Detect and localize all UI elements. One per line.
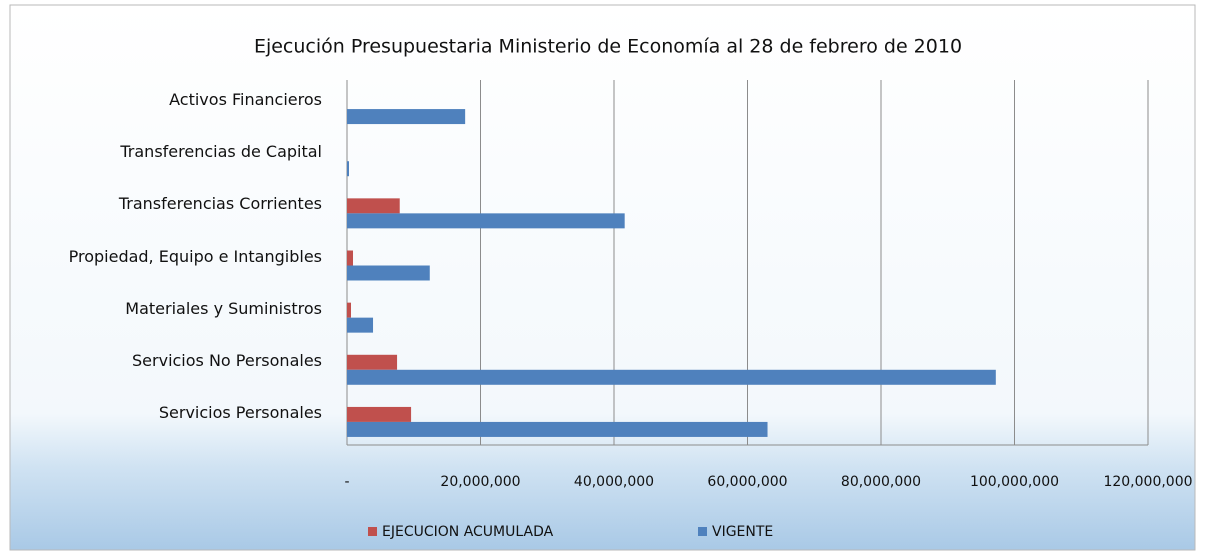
- chart-frame: [9, 4, 1196, 551]
- x-tick-label: 40,000,000: [574, 474, 654, 490]
- category-label: Servicios Personales: [158, 402, 322, 422]
- bar: [347, 421, 768, 437]
- x-tick-label: 120,000,000: [1103, 474, 1192, 490]
- chart-title: Ejecución Presupuestaria Ministerio de E…: [254, 36, 962, 58]
- bar: [347, 317, 374, 333]
- legend-swatch: [368, 527, 377, 536]
- bar: [347, 302, 352, 318]
- category-label: Transferencias de Capital: [120, 142, 322, 162]
- x-tick-label: 60,000,000: [707, 474, 787, 490]
- bar: [347, 369, 996, 385]
- category-label: Propiedad, Equipo e Intangibles: [68, 246, 322, 266]
- category-label: Activos Financieros: [169, 90, 322, 110]
- bar: [347, 213, 625, 229]
- bar: [347, 250, 354, 266]
- bar: [347, 198, 400, 214]
- x-tick-label: 20,000,000: [440, 474, 520, 490]
- bar: [347, 265, 430, 281]
- x-tick-label: 100,000,000: [970, 474, 1059, 490]
- legend-label: VIGENTE: [712, 524, 773, 540]
- x-tick-label: 80,000,000: [841, 474, 921, 490]
- legend-swatch: [698, 527, 707, 536]
- category-label: Servicios No Personales: [132, 350, 322, 370]
- bar: [347, 354, 398, 370]
- category-label: Materiales y Suministros: [125, 298, 322, 318]
- category-label: Transferencias Corrientes: [118, 194, 322, 214]
- bar: [347, 406, 412, 422]
- bar: [347, 109, 466, 125]
- x-tick-label: -: [344, 474, 349, 490]
- bar: [347, 161, 350, 177]
- legend-label: EJECUCION ACUMULADA: [382, 524, 554, 540]
